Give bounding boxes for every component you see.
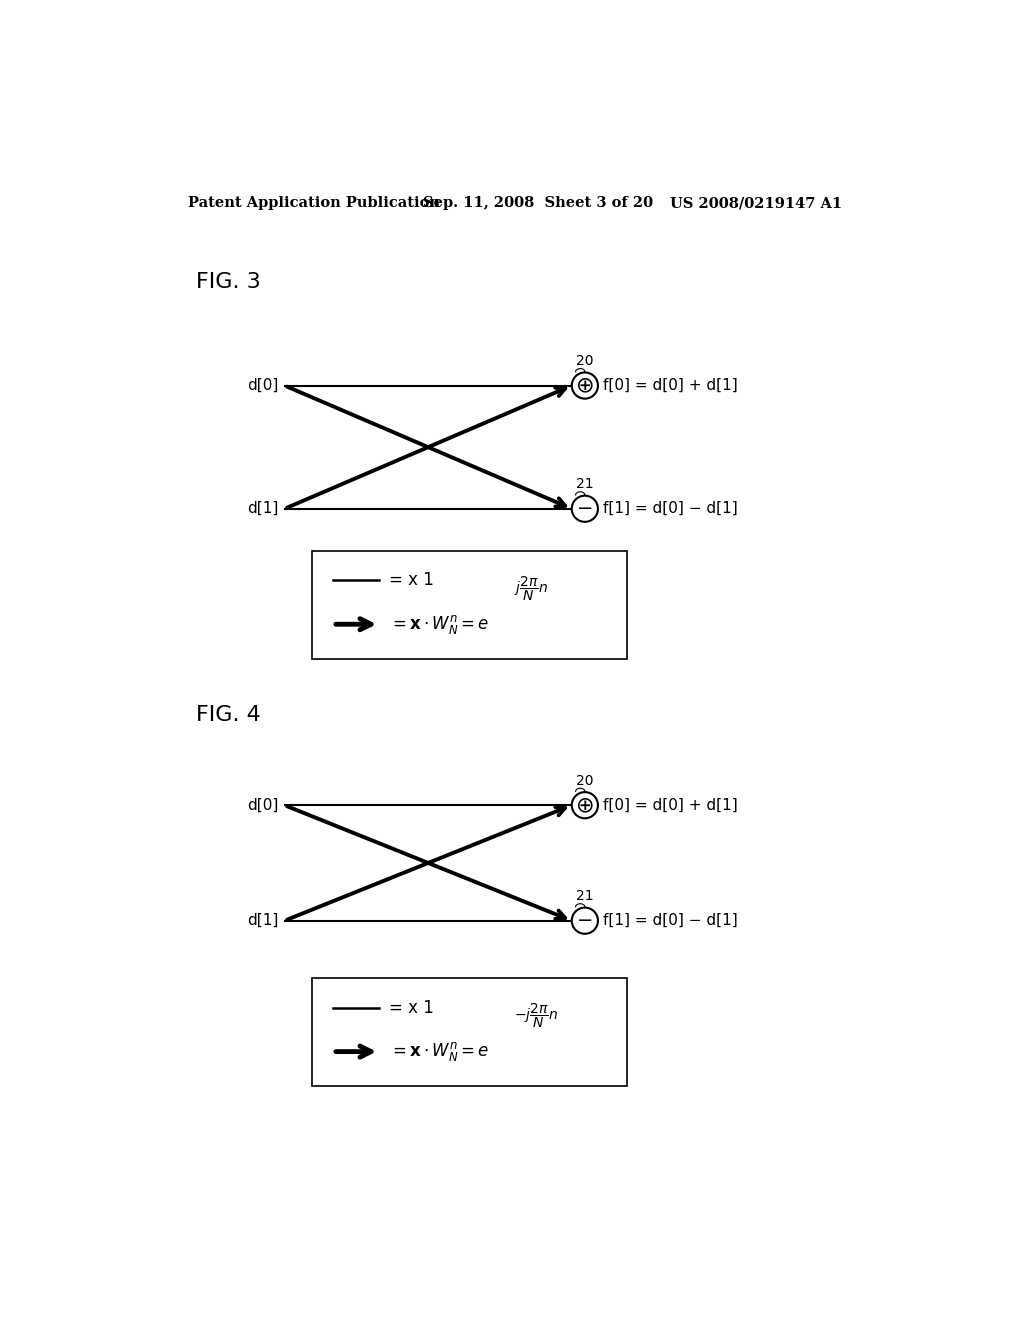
Text: US 2008/0219147 A1: US 2008/0219147 A1 <box>670 197 842 210</box>
Text: d[1]: d[1] <box>247 913 279 928</box>
Text: Patent Application Publication: Patent Application Publication <box>188 197 440 210</box>
Text: FIG. 3: FIG. 3 <box>196 272 261 292</box>
Text: Sep. 11, 2008  Sheet 3 of 20: Sep. 11, 2008 Sheet 3 of 20 <box>423 197 653 210</box>
Text: $-j\dfrac{2\pi}{N}n$: $-j\dfrac{2\pi}{N}n$ <box>514 1002 558 1030</box>
Text: d[1]: d[1] <box>247 502 279 516</box>
Text: f[0] = d[0] + d[1]: f[0] = d[0] + d[1] <box>602 378 737 393</box>
Text: f[0] = d[0] + d[1]: f[0] = d[0] + d[1] <box>602 797 737 813</box>
Text: FIG. 4: FIG. 4 <box>196 705 261 725</box>
Text: d[0]: d[0] <box>247 378 279 393</box>
Text: ⊕: ⊕ <box>575 795 594 816</box>
Text: $j\dfrac{2\pi}{N}n$: $j\dfrac{2\pi}{N}n$ <box>514 574 548 603</box>
Text: f[1] = d[0] − d[1]: f[1] = d[0] − d[1] <box>602 913 737 928</box>
Text: $= \mathbf{x} \cdot W_N^n = e$: $= \mathbf{x} \cdot W_N^n = e$ <box>388 612 488 636</box>
Text: d[0]: d[0] <box>247 797 279 813</box>
Bar <box>311 978 628 1086</box>
Circle shape <box>571 372 598 399</box>
Text: 21: 21 <box>577 477 594 491</box>
Circle shape <box>571 495 598 521</box>
Text: ⊕: ⊕ <box>575 376 594 396</box>
Text: = x 1: = x 1 <box>388 999 433 1016</box>
Text: −: − <box>577 911 593 931</box>
Text: −: − <box>577 499 593 519</box>
Text: 20: 20 <box>577 354 594 368</box>
Text: 21: 21 <box>577 890 594 903</box>
Text: $= \mathbf{x} \cdot W_N^n = e$: $= \mathbf{x} \cdot W_N^n = e$ <box>388 1040 488 1063</box>
Circle shape <box>571 908 598 933</box>
Text: = x 1: = x 1 <box>388 572 433 589</box>
Circle shape <box>571 792 598 818</box>
Text: 20: 20 <box>577 774 594 788</box>
Bar <box>311 552 628 659</box>
Text: f[1] = d[0] − d[1]: f[1] = d[0] − d[1] <box>602 502 737 516</box>
